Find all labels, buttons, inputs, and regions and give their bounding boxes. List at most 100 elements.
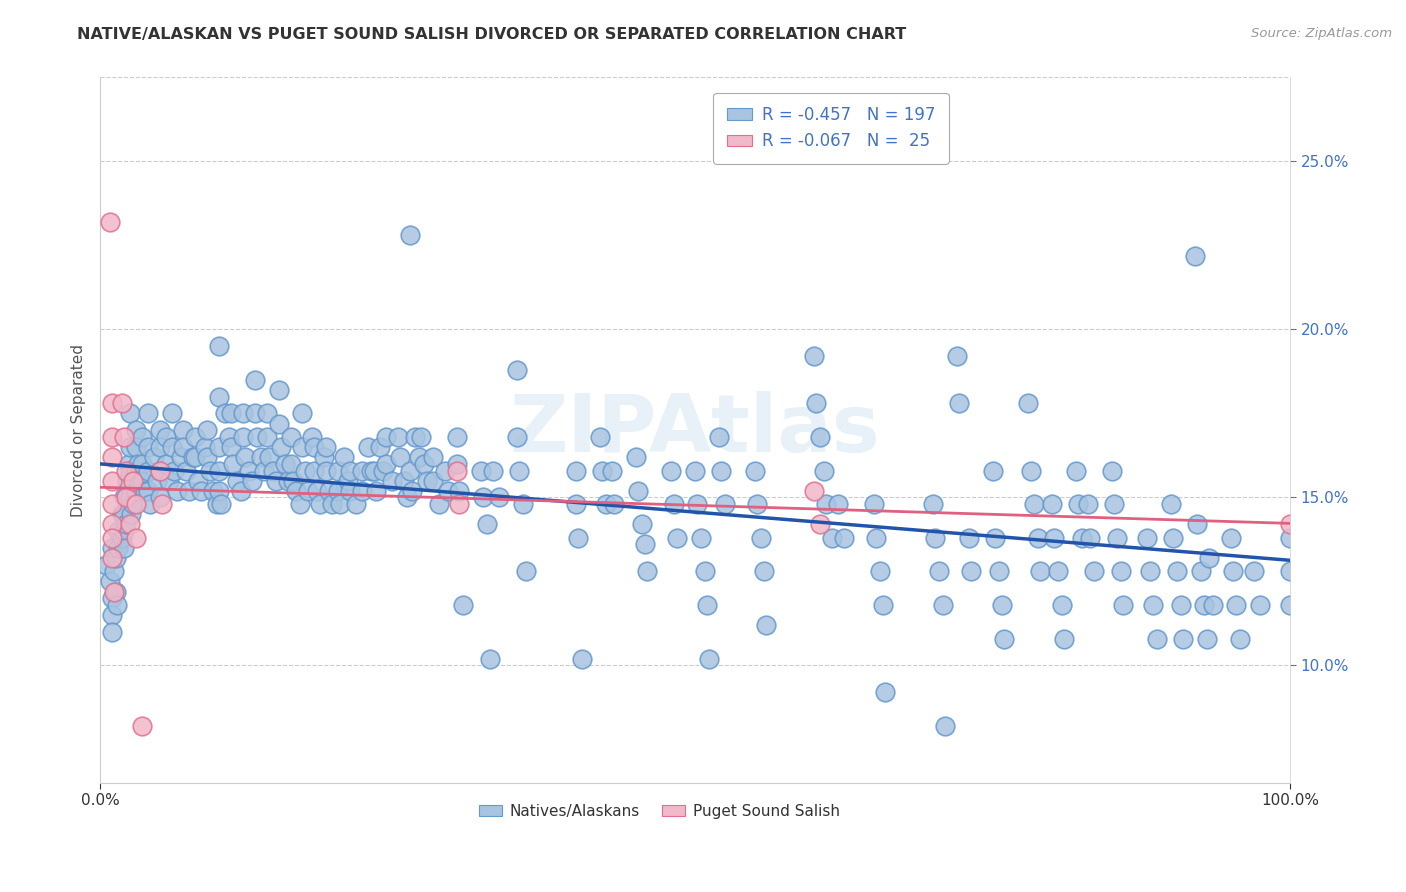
Point	[134, 483, 156, 498]
Point	[94, 558, 117, 572]
Point	[1053, 632, 1076, 646]
Point	[127, 457, 149, 471]
Point	[98, 215, 121, 229]
Point	[326, 464, 349, 478]
Point	[991, 598, 1014, 612]
Point	[107, 541, 129, 555]
Point	[436, 483, 458, 498]
Point	[267, 383, 290, 397]
Point	[172, 440, 194, 454]
Point	[285, 483, 308, 498]
Point	[515, 565, 537, 579]
Point	[339, 483, 361, 498]
Point	[208, 464, 231, 478]
Point	[1225, 598, 1247, 612]
Point	[280, 457, 302, 471]
Point	[125, 464, 148, 478]
Point	[1219, 531, 1241, 545]
Point	[470, 464, 492, 478]
Point	[662, 497, 685, 511]
Point	[1170, 598, 1192, 612]
Point	[922, 497, 945, 511]
Point	[118, 464, 141, 478]
Point	[446, 457, 468, 471]
Point	[363, 464, 385, 478]
Point	[416, 474, 439, 488]
Point	[446, 464, 468, 478]
Point	[211, 497, 233, 511]
Point	[112, 508, 135, 522]
Point	[122, 474, 145, 488]
Point	[243, 406, 266, 420]
Point	[872, 598, 894, 612]
Point	[336, 474, 359, 488]
Point	[814, 497, 837, 511]
Point	[149, 464, 172, 478]
Point	[115, 491, 138, 505]
Point	[181, 450, 204, 464]
Point	[451, 598, 474, 612]
Point	[112, 491, 135, 505]
Point	[149, 464, 172, 478]
Point	[179, 483, 201, 498]
Point	[128, 474, 150, 488]
Point	[262, 464, 284, 478]
Point	[1019, 464, 1042, 478]
Point	[1139, 565, 1161, 579]
Point	[1202, 598, 1225, 612]
Point	[125, 483, 148, 498]
Point	[1279, 531, 1302, 545]
Point	[107, 524, 129, 538]
Point	[745, 497, 768, 511]
Point	[163, 464, 186, 478]
Point	[479, 651, 502, 665]
Point	[693, 565, 716, 579]
Point	[214, 406, 236, 420]
Point	[233, 450, 256, 464]
Point	[301, 430, 323, 444]
Point	[288, 497, 311, 511]
Point	[136, 440, 159, 454]
Point	[374, 430, 396, 444]
Point	[195, 450, 218, 464]
Point	[808, 430, 831, 444]
Point	[115, 517, 138, 532]
Point	[136, 483, 159, 498]
Point	[422, 474, 444, 488]
Point	[112, 541, 135, 555]
Point	[170, 450, 193, 464]
Point	[1279, 517, 1302, 532]
Point	[659, 464, 682, 478]
Point	[875, 685, 897, 699]
Point	[1142, 598, 1164, 612]
Point	[232, 406, 254, 420]
Point	[600, 464, 623, 478]
Point	[315, 464, 337, 478]
Point	[1184, 248, 1206, 262]
Point	[1136, 531, 1159, 545]
Point	[1067, 497, 1090, 511]
Point	[505, 430, 527, 444]
Point	[1040, 497, 1063, 511]
Point	[1078, 531, 1101, 545]
Point	[257, 450, 280, 464]
Point	[368, 440, 391, 454]
Point	[396, 491, 419, 505]
Point	[195, 423, 218, 437]
Point	[603, 497, 626, 511]
Point	[166, 483, 188, 498]
Point	[321, 497, 343, 511]
Point	[1195, 632, 1218, 646]
Point	[1046, 565, 1069, 579]
Point	[412, 457, 434, 471]
Point	[803, 349, 825, 363]
Point	[318, 483, 340, 498]
Point	[505, 363, 527, 377]
Point	[752, 565, 775, 579]
Point	[205, 497, 228, 511]
Point	[131, 474, 153, 488]
Point	[118, 440, 141, 454]
Point	[984, 531, 1007, 545]
Point	[865, 531, 887, 545]
Point	[488, 491, 510, 505]
